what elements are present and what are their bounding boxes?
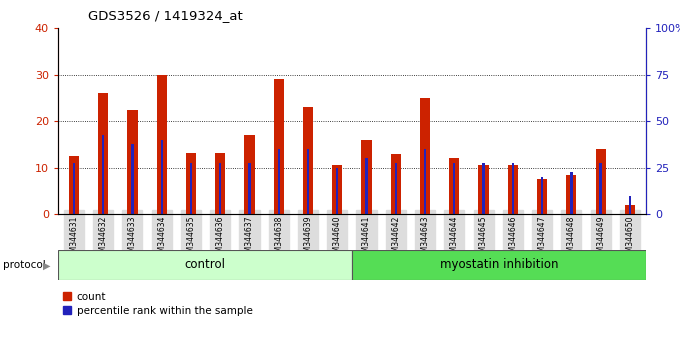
Bar: [420, 98, 430, 214]
Bar: [596, 149, 606, 214]
Bar: [391, 154, 401, 214]
Bar: [248, 163, 251, 214]
Bar: [69, 156, 79, 214]
Bar: [541, 177, 543, 214]
Text: protocol: protocol: [3, 259, 46, 270]
Text: control: control: [184, 258, 225, 271]
Bar: [102, 135, 104, 214]
Bar: [303, 107, 313, 214]
Bar: [273, 79, 284, 214]
Bar: [58, 250, 352, 280]
Bar: [629, 195, 631, 214]
Bar: [277, 149, 280, 214]
Bar: [186, 153, 196, 214]
Text: myostatin inhibition: myostatin inhibition: [440, 258, 558, 271]
Bar: [336, 168, 339, 214]
Bar: [215, 153, 225, 214]
Bar: [482, 163, 485, 214]
Bar: [352, 250, 646, 280]
Bar: [244, 135, 254, 214]
Bar: [98, 93, 108, 214]
Bar: [365, 159, 368, 214]
Bar: [537, 179, 547, 214]
Bar: [625, 205, 635, 214]
Bar: [453, 163, 456, 214]
Bar: [307, 149, 309, 214]
Bar: [219, 163, 222, 214]
Bar: [394, 163, 397, 214]
Bar: [449, 159, 460, 214]
Bar: [131, 144, 133, 214]
Bar: [156, 75, 167, 214]
Bar: [511, 163, 514, 214]
Bar: [160, 140, 163, 214]
Bar: [361, 140, 372, 214]
Bar: [508, 165, 518, 214]
Legend: count, percentile rank within the sample: count, percentile rank within the sample: [63, 292, 252, 316]
Bar: [332, 165, 343, 214]
Bar: [566, 175, 577, 214]
Bar: [190, 163, 192, 214]
Text: GDS3526 / 1419324_at: GDS3526 / 1419324_at: [88, 9, 243, 22]
Bar: [479, 165, 489, 214]
Text: ▶: ▶: [43, 261, 50, 270]
Bar: [600, 163, 602, 214]
Bar: [127, 110, 137, 214]
Bar: [424, 149, 426, 214]
Bar: [73, 163, 75, 214]
Bar: [571, 172, 573, 214]
